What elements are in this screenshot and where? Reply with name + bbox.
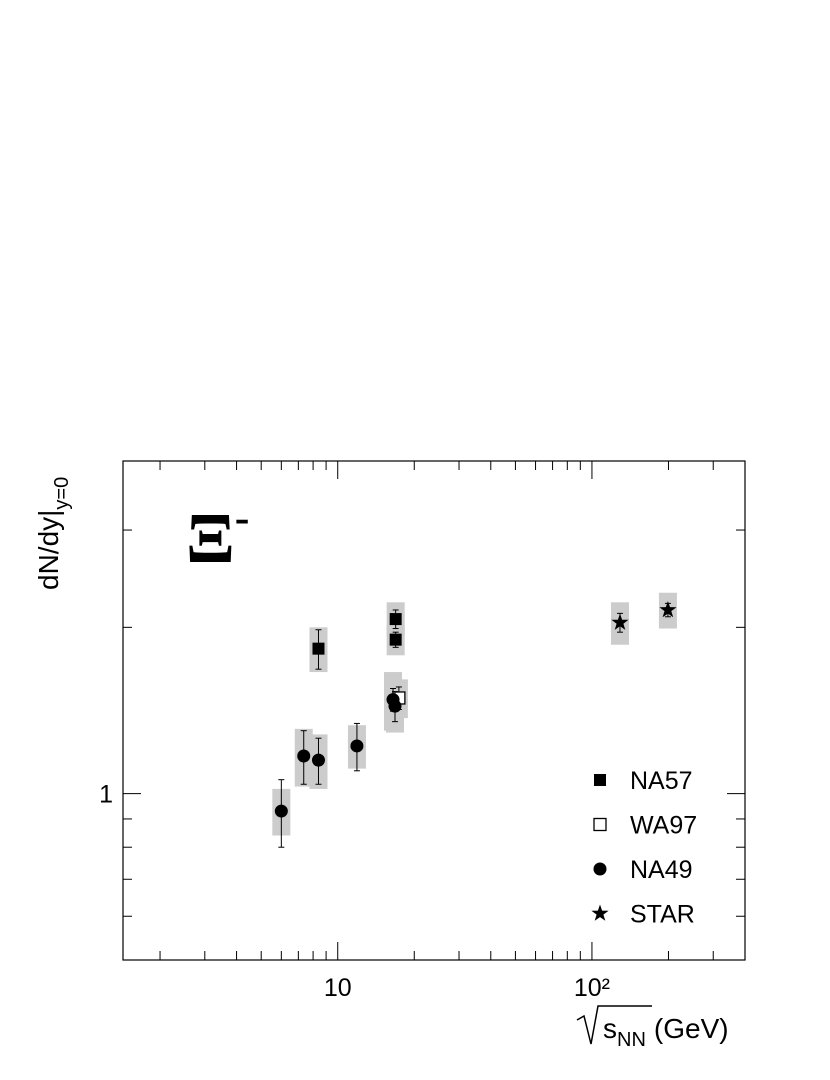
legend-marker <box>591 904 609 921</box>
y-tick-label: 1 <box>99 781 113 809</box>
annotation-superscript: - <box>235 493 250 542</box>
x-axis-title: sNN (GeV) <box>603 1013 729 1051</box>
marker <box>312 642 325 655</box>
marker <box>311 753 325 767</box>
legend-label: NA57 <box>630 767 693 795</box>
marker <box>350 739 364 753</box>
x-title-subscript: NN <box>617 1029 646 1051</box>
annotation-text: Ξ <box>186 498 235 578</box>
x-title-text: s <box>603 1013 617 1044</box>
marker <box>388 699 402 713</box>
legend-label: WA97 <box>630 812 697 840</box>
legend-marker <box>593 817 607 832</box>
annotation: Ξ- <box>186 493 249 578</box>
legend-label: NA49 <box>630 856 693 884</box>
sys-layer <box>272 592 677 836</box>
plot-layer <box>274 601 677 848</box>
y-title-subscript: y=0 <box>51 477 73 510</box>
marker <box>611 613 629 630</box>
legend-label: STAR <box>630 901 695 929</box>
y-axis-title: dN/dy|y=0 <box>33 477 73 590</box>
marker <box>297 749 311 763</box>
x-tick-label: 10 <box>324 974 352 1002</box>
x-title-unit: (GeV) <box>654 1013 729 1044</box>
marker <box>274 804 288 818</box>
marker <box>659 601 677 618</box>
legend-marker <box>593 862 607 876</box>
legend-marker <box>594 774 606 786</box>
frame <box>122 460 746 961</box>
marker <box>389 613 402 626</box>
sqrt-sign <box>576 1005 652 1045</box>
y-title-text: dN/dy| <box>33 510 64 590</box>
marker <box>389 633 402 646</box>
x-tick-label: 10² <box>574 974 610 1002</box>
